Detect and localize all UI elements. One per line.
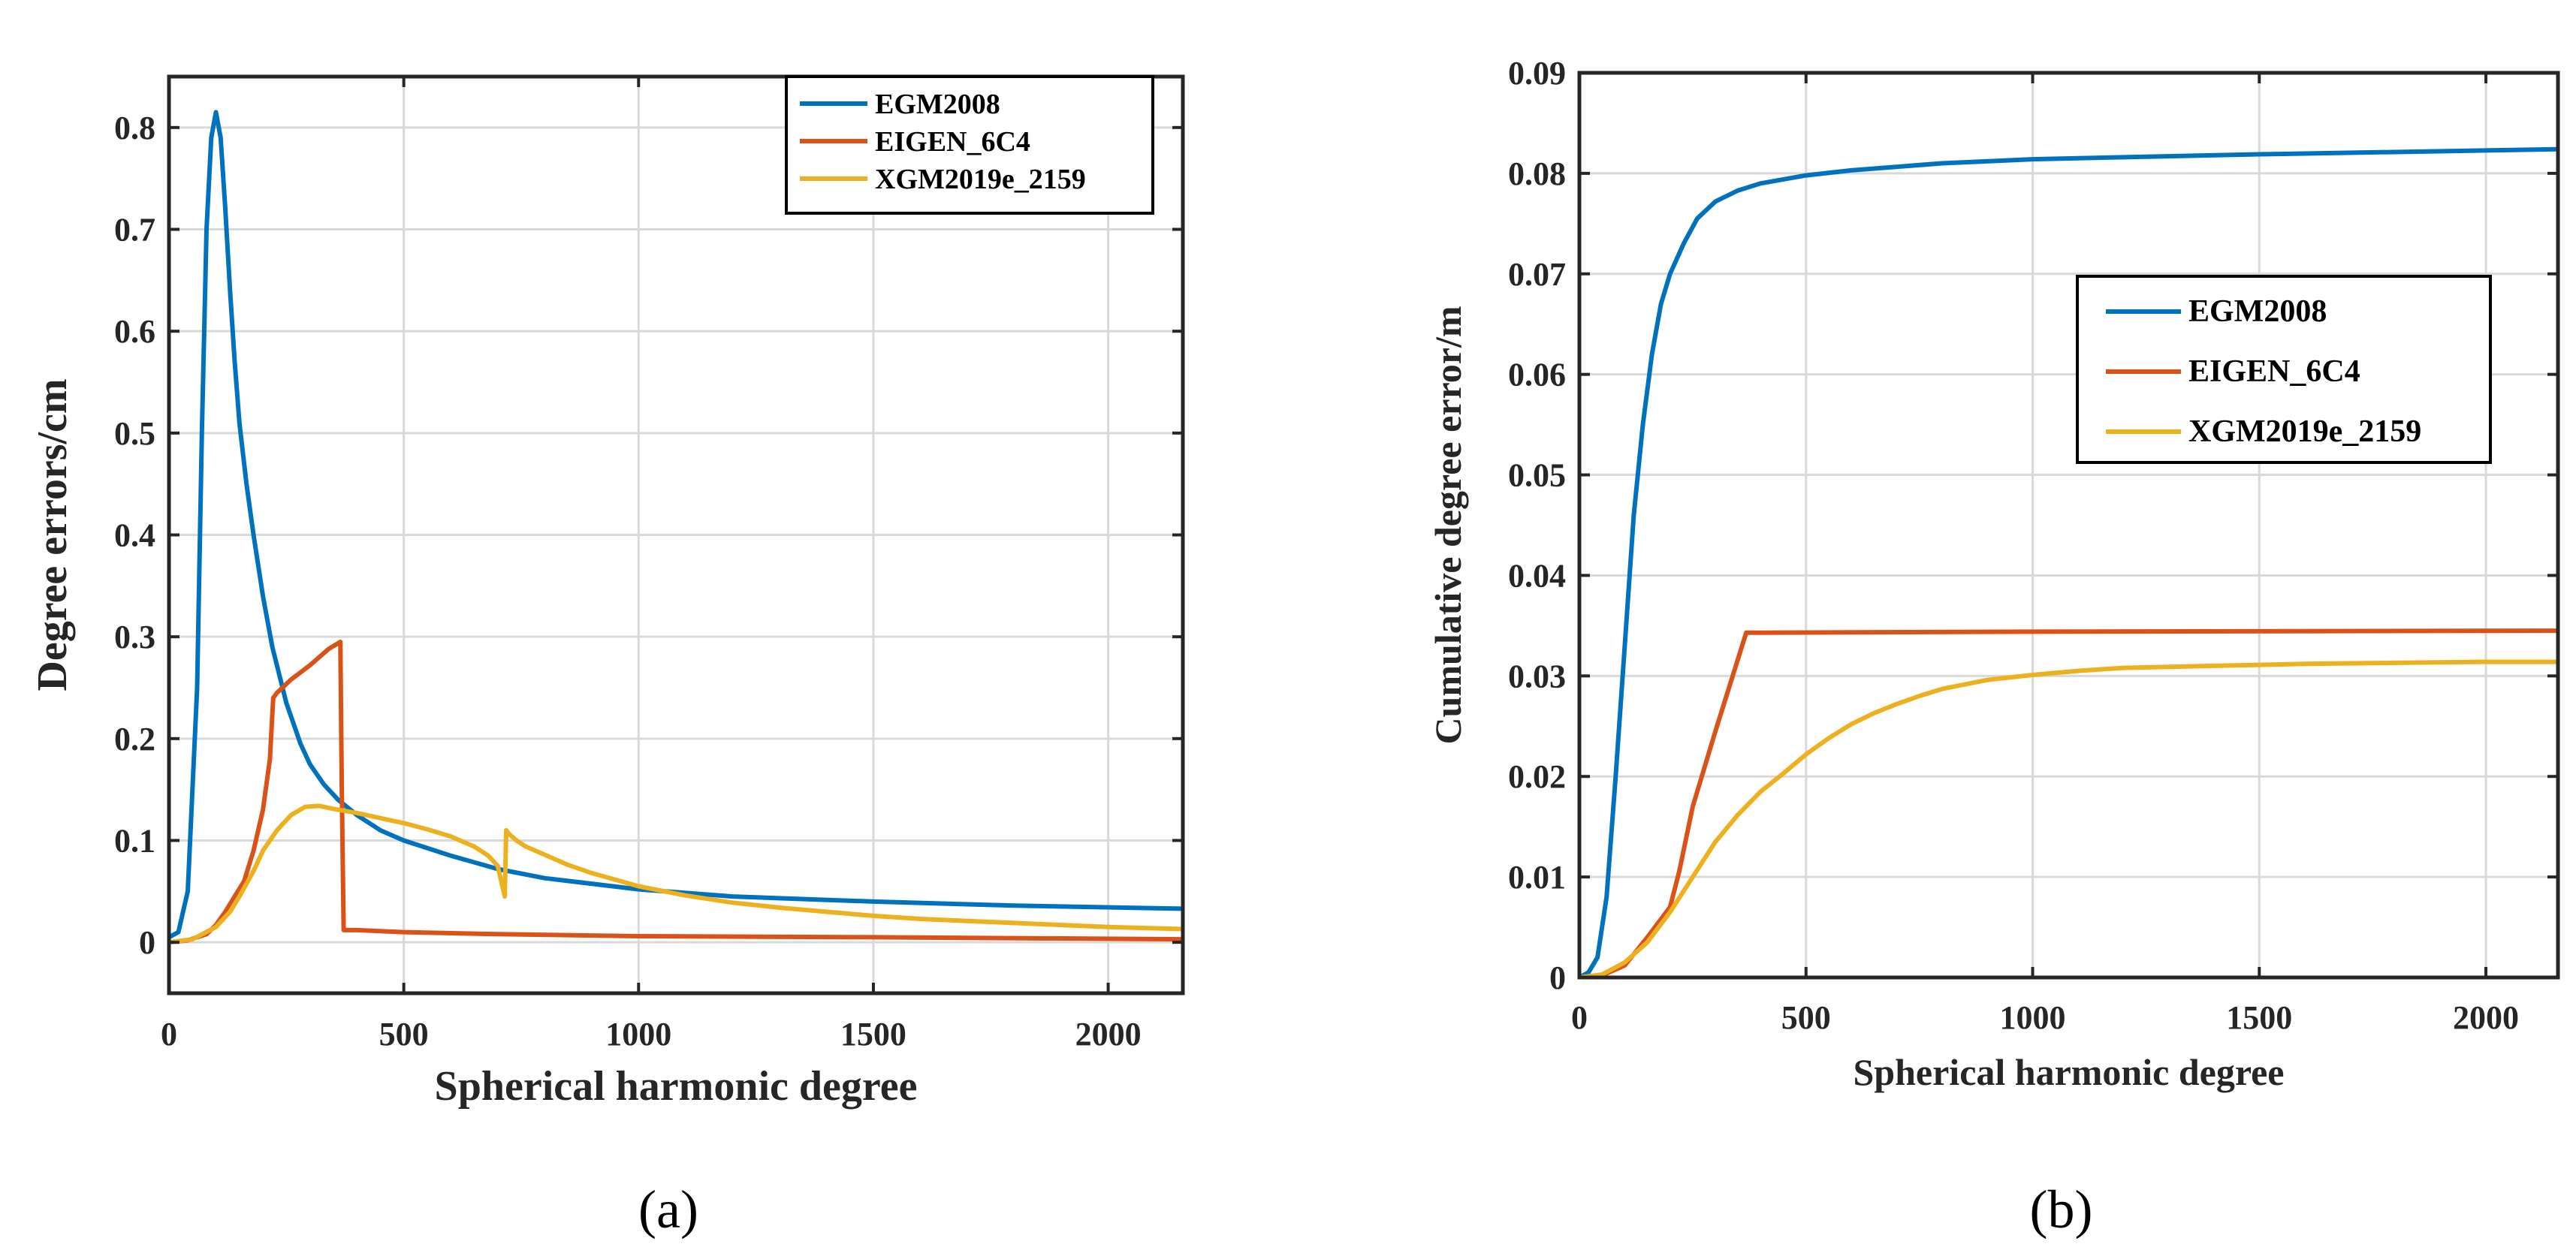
y-tick-label: 0.5 [114,415,155,452]
y-tick-label: 0.06 [1508,357,1566,393]
x-tick-label: 1000 [2000,999,2066,1036]
series-line-xgm2019e-2159 [169,803,1183,945]
legend: EGM2008 EIGEN_6C4 XGM2019e_2159 [2076,275,2492,464]
x-axis-label: Spherical harmonic degree [435,1063,918,1110]
legend-label: EIGEN_6C4 [875,126,1030,158]
x-tick-label: 0 [161,1016,177,1053]
x-tick-label: 500 [1781,999,1831,1036]
legend-label: XGM2019e_2159 [2188,414,2421,449]
chart-a: 0 500 1000 1500 2000 0 0.1 0.2 0.3 0.4 0.5 0.6 0.7 0.… [29,74,1185,1239]
y-axis-label: Cumulative degree error/m [1427,306,1469,744]
x-tick-label: 1500 [840,1016,906,1053]
y-tick-label: 0.01 [1508,859,1566,896]
series-line-eigen-6c4 [1579,628,2558,977]
y-tick-label: 0.4 [114,517,155,554]
y-tick-label: 0.03 [1508,658,1566,694]
y-tick-label: 0.05 [1508,457,1566,494]
legend-label: EGM2008 [875,89,1000,120]
panel-label: (b) [2030,1179,2093,1239]
x-tick-label: 1500 [2226,999,2292,1036]
y-tick-label: 0.02 [1508,758,1566,795]
x-tick-label: 500 [379,1016,429,1053]
legend-box [785,75,1154,215]
panel-label: (a) [638,1179,698,1239]
x-axis-label: Spherical harmonic degree [1854,1051,2285,1093]
series-line-xgm2019e-2159 [1579,659,2558,977]
y-tick-label: 0.8 [114,110,155,146]
y-tick-label: 0.6 [114,313,155,350]
series-line-egm2008 [169,110,1183,940]
y-tick-label: 0.04 [1508,557,1566,594]
plot-frame [1577,71,2560,980]
x-tick-label: 2000 [1075,1016,1142,1053]
y-tick-label: 0.09 [1508,55,1566,92]
x-tick-label: 2000 [2453,999,2519,1036]
series-line-egm2008 [1579,146,2558,977]
y-tick-label: 0.07 [1508,256,1566,293]
y-tick-label: 0.08 [1508,155,1566,192]
y-tick-label: 0.2 [114,721,155,758]
legend-label: XGM2019e_2159 [875,164,1086,195]
y-axis-label: Degree errors/cm [29,378,76,691]
y-tick-label: 0.7 [114,212,155,248]
series-line-eigen-6c4 [169,640,1183,945]
legend-label: EIGEN_6C4 [2188,354,2360,389]
x-tick-label: 0 [1571,999,1588,1036]
y-tick-label: 0 [1549,959,1566,996]
y-tick-label: 0.3 [114,619,155,655]
chart-b: 0 500 1000 1500 2000 0 0.01 0.02 0.03 0.04 0.05 0.0… [1427,55,2560,1239]
legend-label: EGM2008 [2188,294,2327,329]
y-tick-label: 0 [139,924,155,961]
y-tick-label: 0.1 [114,823,155,860]
legend: EGM2008 EIGEN_6C4 XGM2019e_2159 [785,75,1154,215]
x-tick-label: 1000 [605,1016,671,1053]
